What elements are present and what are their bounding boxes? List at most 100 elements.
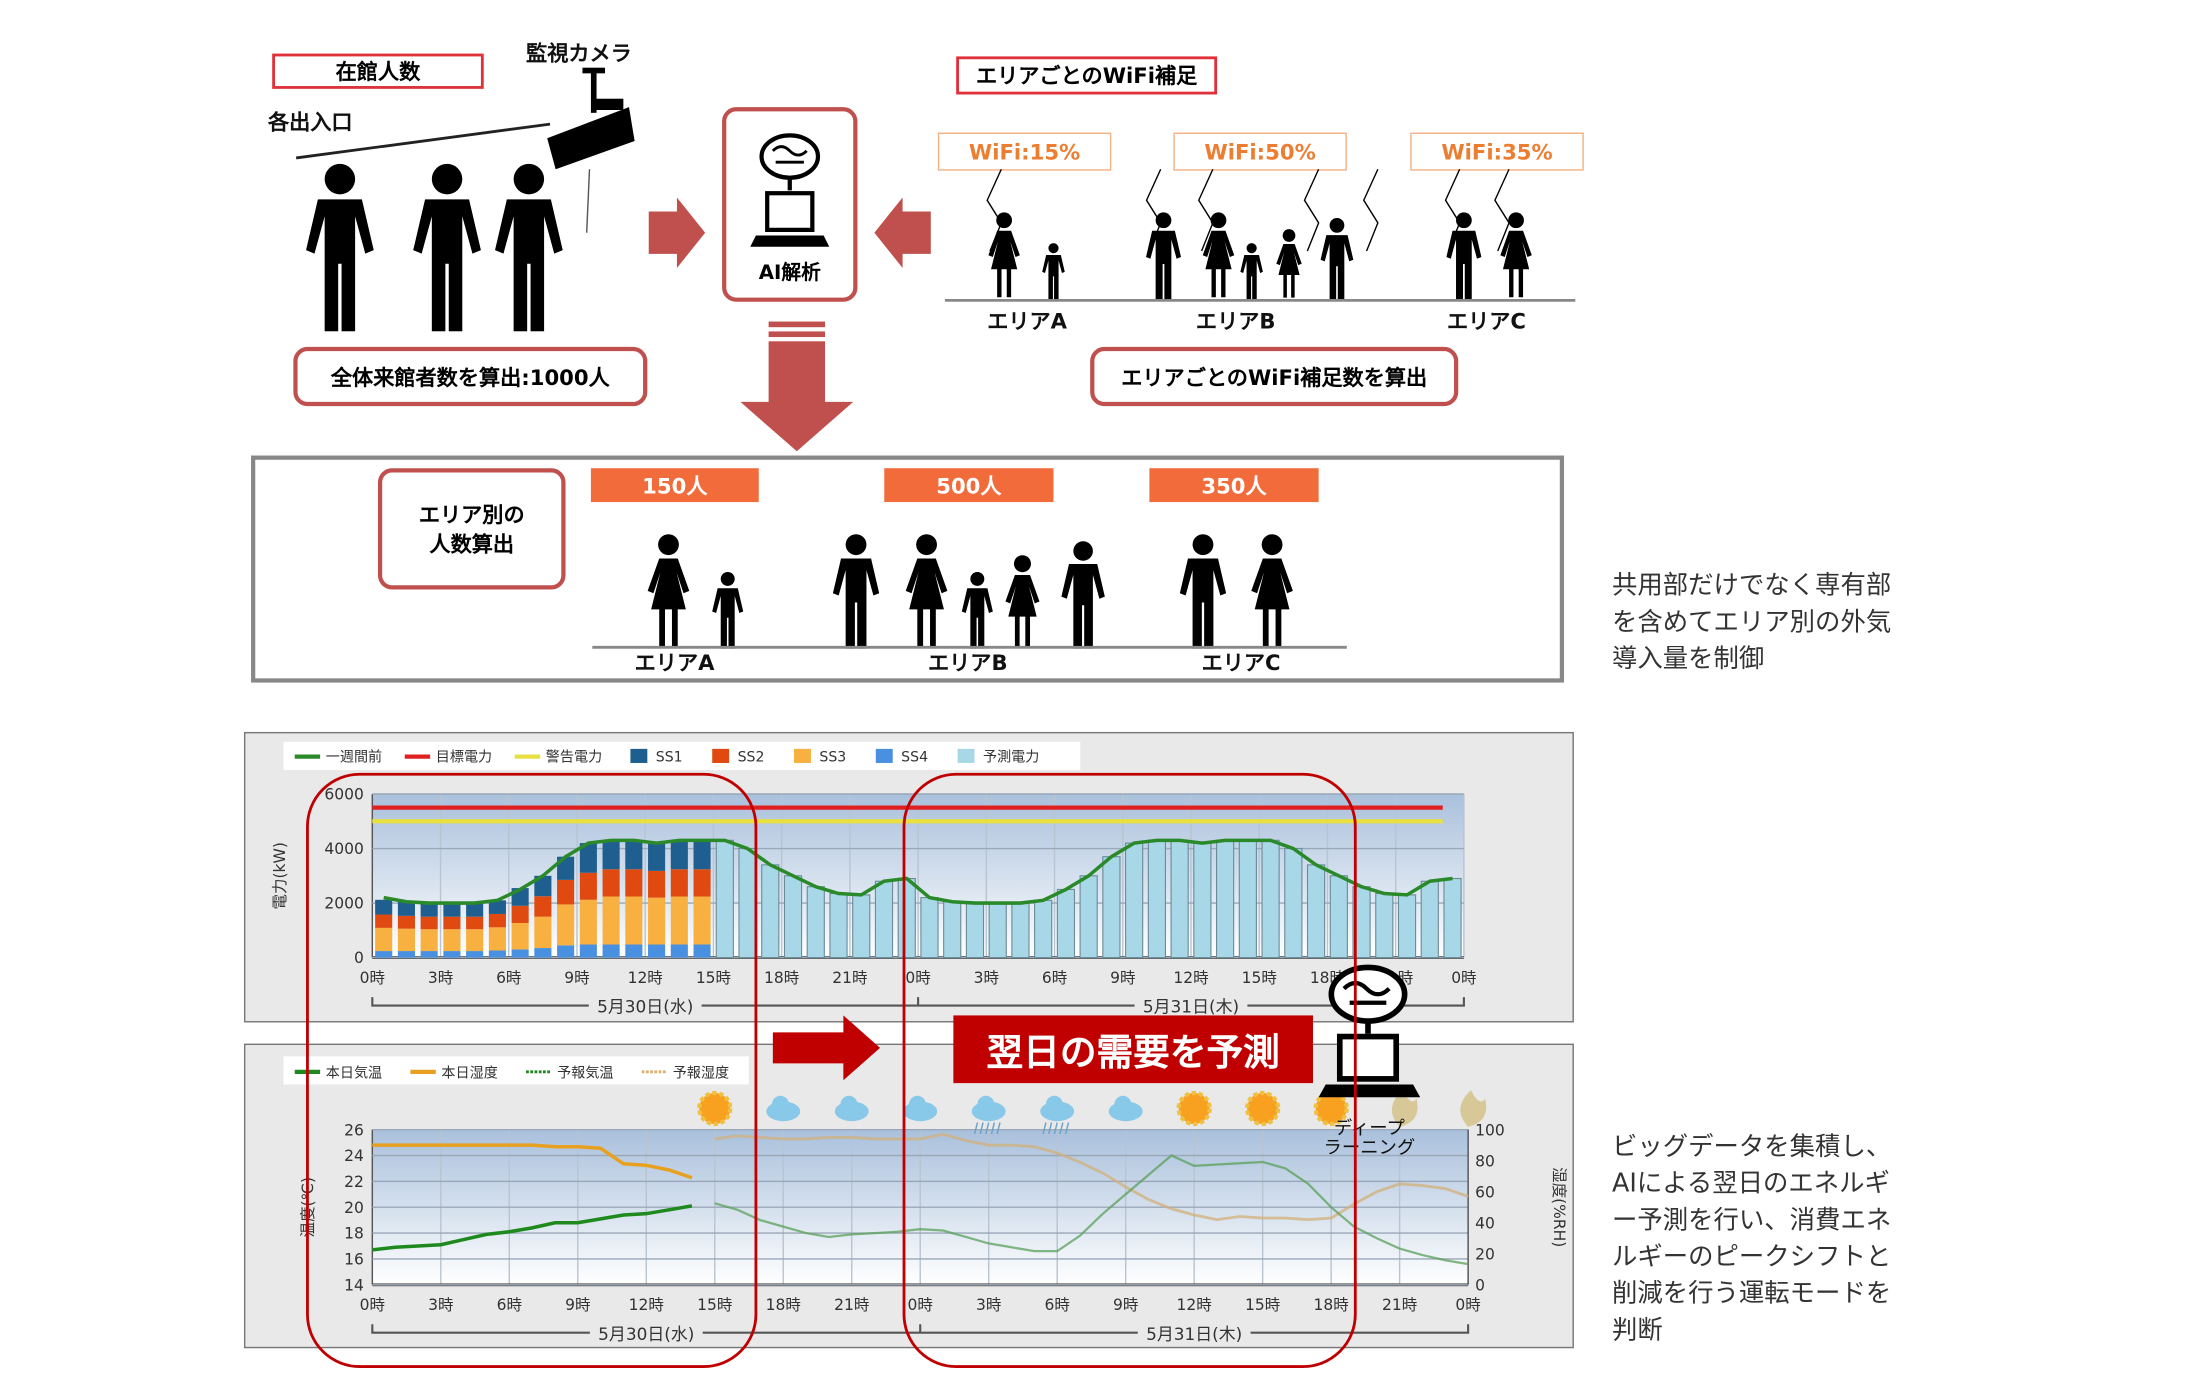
bar-ss3 [648, 897, 666, 945]
area-a-label-top: エリアA [987, 308, 1068, 335]
x-tick-label: 0時 [908, 1296, 933, 1314]
area-count-frame [251, 455, 1565, 683]
area-c-label: エリアC [1201, 650, 1281, 676]
bar-ss3 [511, 922, 529, 950]
sun-icon [1176, 1090, 1212, 1127]
bar-ss2 [397, 915, 415, 929]
occupancy-label: 在館人数 [272, 53, 484, 89]
legend-label: 予測電力 [983, 750, 1039, 766]
forecast-data-highlight [902, 772, 1357, 1368]
bar-ss3 [670, 896, 688, 945]
bar-ss2 [375, 914, 393, 928]
y-left-tick-label: 22 [344, 1173, 364, 1191]
signal-lines [986, 168, 1510, 252]
legend-label: SS3 [819, 750, 846, 766]
camera-label: 監視カメラ [526, 40, 632, 67]
rain-icon [971, 1095, 1006, 1135]
legend-swatch [712, 748, 730, 763]
area-c-label-top: エリアC [1446, 308, 1526, 335]
weather-chart: 0時 3時 6時 9時 12時 15時 18時 21時 0時 3時 6時 9時 12時 15時 18時 21時… [283, 1056, 1568, 1345]
ai-analysis-box: AI解析 [722, 107, 858, 302]
x-tick-label: 18時 [764, 969, 799, 987]
y-left-tick-label: 26 [344, 1121, 364, 1139]
today-humidity-line [372, 1143, 693, 1180]
forecast-temp-line [714, 1154, 1469, 1266]
bar-ss4 [420, 951, 438, 958]
cloud-shape [977, 1095, 995, 1113]
moon-icon [1391, 1090, 1418, 1127]
x-tick-label: 9時 [565, 1296, 590, 1314]
legend-swatch [793, 748, 811, 763]
legend-swatch [630, 748, 648, 763]
y-tick-label: 2000 [324, 895, 363, 913]
legend-swatch [875, 748, 893, 763]
x-tick-label: 6時 [497, 1296, 522, 1314]
rain-drop [985, 1122, 990, 1135]
rain-drop [1053, 1122, 1058, 1135]
rain-drop [1042, 1122, 1047, 1135]
bar-ss3 [420, 929, 438, 952]
bar-ss4 [466, 951, 484, 958]
x-tick-label: 15時 [697, 1296, 732, 1314]
x-tick-label: 6時 [1045, 1296, 1070, 1314]
bar-predicted [806, 886, 825, 959]
date-label-bg [589, 1321, 703, 1345]
legend-label: 本日湿度 [441, 1065, 497, 1081]
bar-ss1 [443, 903, 461, 917]
bar-ss2 [579, 872, 597, 900]
entrance-label: 各出入口 [267, 110, 353, 136]
bar-predicted [1375, 892, 1394, 959]
legend-swatch [294, 754, 321, 759]
y-right-axis-label: 湿度(%RH) [1550, 1167, 1568, 1247]
x-tick-label: 6時 [1042, 969, 1067, 987]
bar-ss4 [648, 944, 666, 958]
x-tick-label: 9時 [564, 969, 589, 987]
ai-brain-laptop-icon [750, 133, 830, 247]
legend-label: SS2 [738, 750, 765, 766]
desc-line: ー予測を行い、消費エネ [1611, 1205, 1892, 1236]
moon-icon [1460, 1090, 1487, 1127]
upper-description: 共用部だけでなく専有部 を含めてエリア別の外気 導入量を制御 [1612, 568, 1891, 678]
wifi-count-result: エリアごとのWiFi補足数を算出 [1090, 346, 1459, 407]
x-tick-label: 0時 [360, 969, 385, 987]
y-tick-label: 4000 [324, 840, 363, 858]
y-left-tick-label: 14 [344, 1276, 364, 1294]
y-axis-label: 電力(kW) [271, 842, 289, 909]
bar-ss4 [670, 944, 688, 958]
legend-swatch [514, 754, 541, 759]
bar-ss2 [557, 879, 575, 905]
x-tick-label: 12時 [628, 969, 663, 987]
x-tick-label: 21時 [834, 1296, 869, 1314]
x-tick-label: 21時 [1382, 1296, 1417, 1314]
bar-ss2 [420, 916, 438, 930]
bar-ss1 [579, 843, 597, 873]
bar-ss3 [625, 896, 643, 945]
bar-predicted [874, 880, 894, 959]
bar-predicted [829, 892, 848, 959]
x-tick-label: 0時 [1451, 969, 1476, 987]
desc-line: を含めてエリア別の外気 [1611, 607, 1892, 638]
desc-line: ビッグデータを集積し、 [1611, 1132, 1892, 1163]
x-tick-label: 3時 [428, 969, 453, 987]
bar-ss4 [602, 944, 620, 958]
wifi-share-c: WiFi:35% [1410, 132, 1584, 171]
y-right-tick-label: 60 [1475, 1183, 1495, 1201]
x-tick-label: 15時 [1245, 1296, 1280, 1314]
bar-ss3 [557, 904, 575, 946]
bar-ss4 [625, 944, 643, 958]
area-people-scene [592, 534, 1347, 649]
x-tick-label: 6時 [496, 969, 521, 987]
deep-learning-brain-laptop-icon [1318, 964, 1421, 1098]
bar-predicted [761, 864, 780, 959]
legend-label: 本日気温 [326, 1065, 382, 1081]
bar-ss3 [375, 927, 393, 952]
cloud-icon [1108, 1095, 1143, 1122]
x-tick-label: 0時 [905, 969, 930, 987]
legend-swatch [957, 748, 975, 763]
area-b-count: 500人 [884, 468, 1054, 503]
predict-banner: 翌日の需要を予測 [953, 1015, 1313, 1084]
bar-ss1 [693, 840, 711, 870]
bar-ss1 [670, 840, 688, 870]
area-count-title-line1: エリア別の [418, 502, 525, 528]
